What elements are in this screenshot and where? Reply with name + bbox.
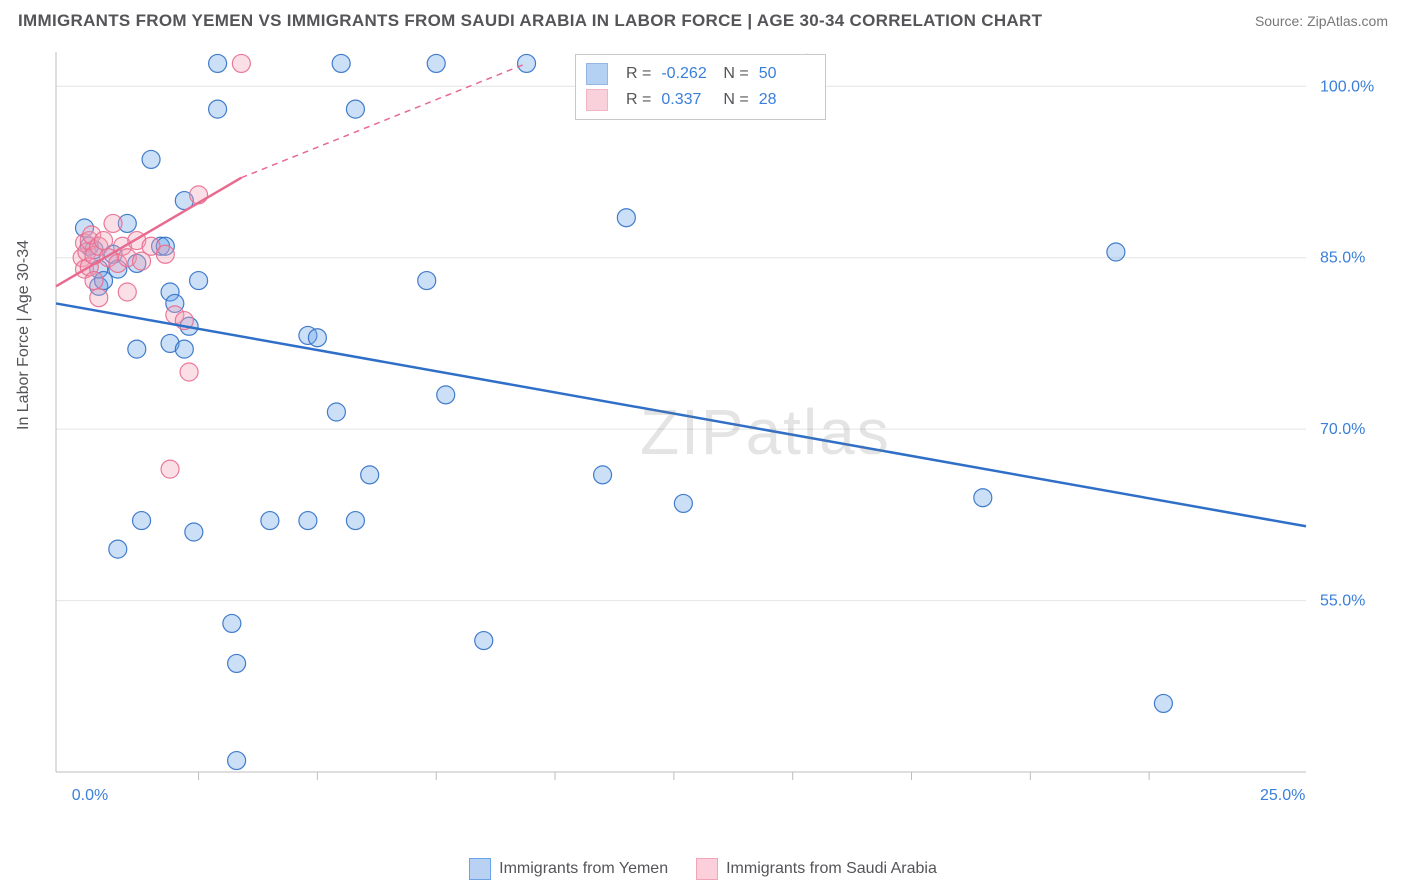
svg-text:25.0%: 25.0% [1260,787,1305,804]
svg-text:100.0%: 100.0% [1320,78,1374,95]
legend-item-yemen: Immigrants from Yemen [469,858,668,880]
svg-text:0.0%: 0.0% [72,787,108,804]
correlation-stats-box: R =-0.262N =50R =0.337N =28 [575,54,826,120]
chart-title: IMMIGRANTS FROM YEMEN VS IMMIGRANTS FROM… [18,11,1042,31]
source-attribution: Source: ZipAtlas.com [1255,13,1388,29]
legend-label: Immigrants from Yemen [499,860,668,878]
legend-item-saudi: Immigrants from Saudi Arabia [696,858,937,880]
legend: Immigrants from Yemen Immigrants from Sa… [0,858,1406,880]
legend-swatch-saudi [696,858,718,880]
scatter-plot-svg: 55.0% 70.0% 85.0% 100.0% 0.0% 25.0% [48,42,1386,812]
legend-label: Immigrants from Saudi Arabia [726,860,937,878]
legend-swatch-yemen [469,858,491,880]
svg-text:55.0%: 55.0% [1320,593,1365,610]
svg-text:70.0%: 70.0% [1320,421,1365,438]
svg-text:85.0%: 85.0% [1320,250,1365,267]
y-axis-label: In Labor Force | Age 30-34 [15,240,33,430]
plot-area: 55.0% 70.0% 85.0% 100.0% 0.0% 25.0% [48,42,1386,812]
